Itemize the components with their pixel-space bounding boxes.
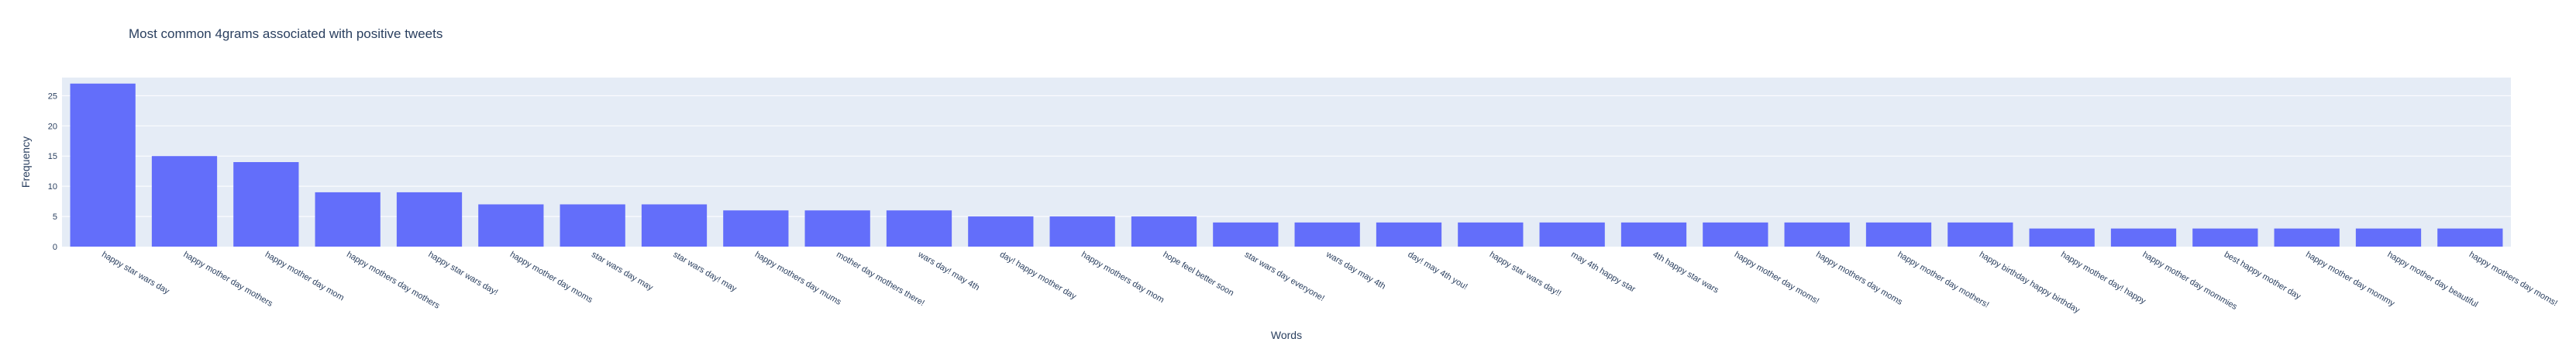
x-tick-label: star wars day! may — [672, 250, 739, 294]
bar[interactable] — [2274, 228, 2340, 247]
plot-background — [62, 78, 2511, 247]
x-ticks: happy star wars day happy mother day moth… — [100, 250, 2559, 316]
bar[interactable] — [886, 210, 952, 247]
bar[interactable] — [1049, 216, 1115, 247]
chart-title: Most common 4grams associated with posit… — [129, 26, 443, 41]
bar[interactable] — [233, 162, 299, 247]
x-tick-label: happy mother day mothers! — [1896, 250, 1991, 309]
x-tick-label: hope feel better soon — [1162, 250, 1236, 298]
y-axis-label: Frequency — [19, 136, 32, 188]
x-tick-label: happy mother day mom — [263, 250, 346, 302]
bar[interactable] — [2437, 228, 2503, 247]
bar[interactable] — [1376, 222, 1442, 247]
x-tick-label: happy mother day! happy — [2059, 250, 2147, 306]
x-tick-label: day! happy mother day — [998, 250, 1078, 302]
x-tick-label: mother day mothers there! — [835, 250, 926, 308]
x-tick-label: happy mother day moms — [508, 250, 594, 305]
bar[interactable] — [560, 204, 625, 247]
x-tick-label: happy mother day mothers — [182, 250, 275, 309]
bar[interactable] — [1784, 222, 1850, 247]
bar[interactable] — [315, 192, 381, 247]
bar[interactable] — [968, 216, 1034, 247]
x-tick-label: happy star wars day! — [427, 250, 500, 297]
bar[interactable] — [2110, 228, 2177, 247]
y-tick-label: 15 — [48, 152, 57, 161]
x-tick-label: happy mothers day mothers — [345, 250, 442, 311]
x-tick-label: star wars day everyone! — [1243, 250, 1326, 303]
y-tick-label: 20 — [48, 122, 57, 131]
x-tick-label: day! may 4th you! — [1407, 250, 1469, 292]
bar[interactable] — [2192, 228, 2258, 247]
bar[interactable] — [1213, 222, 1279, 247]
bar[interactable] — [478, 204, 544, 247]
bar[interactable] — [70, 83, 136, 247]
x-tick-label: happy mother day mommy — [2304, 250, 2396, 309]
y-tick-label: 5 — [53, 213, 57, 222]
bar[interactable] — [1947, 222, 2013, 247]
bar[interactable] — [2355, 228, 2422, 247]
x-tick-label: star wars day may — [590, 250, 655, 292]
bar[interactable] — [1294, 222, 1360, 247]
y-tick-label: 25 — [48, 92, 57, 101]
x-tick-label: happy mothers day mom — [1080, 250, 1166, 305]
x-tick-label: happy mothers day moms! — [2468, 250, 2559, 308]
bar[interactable] — [396, 192, 463, 247]
x-axis-label: Words — [1271, 329, 1302, 341]
x-tick-label: happy mother day beautiful — [2386, 250, 2480, 309]
x-tick-label: wars day may 4th — [1324, 250, 1387, 292]
x-tick-label: happy star wars day — [100, 250, 171, 296]
bar[interactable] — [1620, 222, 1687, 247]
bars — [70, 83, 2503, 247]
x-tick-label: 4th happy star wars — [1651, 250, 1721, 295]
y-ticks: 0 5 10 15 20 25 — [48, 92, 57, 252]
bar[interactable] — [1458, 222, 1524, 247]
bar[interactable] — [2029, 228, 2095, 247]
y-tick-label: 10 — [48, 182, 57, 192]
x-tick-label: happy mothers day mums — [753, 250, 843, 307]
x-tick-label: happy mothers day moms — [1814, 250, 1904, 307]
y-tick-label: 0 — [53, 243, 57, 252]
bar[interactable] — [641, 204, 708, 247]
bar[interactable] — [804, 210, 870, 247]
bar[interactable] — [1703, 222, 1768, 247]
bar[interactable] — [723, 210, 789, 247]
x-tick-label: happy mother day mommies — [2141, 250, 2240, 312]
x-tick-label: happy star wars day!! — [1488, 250, 1563, 299]
x-tick-label: best happy mother day — [2223, 250, 2302, 302]
bar[interactable] — [151, 156, 218, 247]
x-tick-label: wars day! may 4th — [916, 250, 981, 293]
bar[interactable] — [1865, 222, 1932, 247]
x-tick-label: may 4th happy star — [1569, 250, 1637, 294]
gridlines — [62, 95, 2511, 217]
bar[interactable] — [1131, 216, 1197, 247]
x-tick-label: happy mother day moms! — [1733, 250, 1820, 306]
bar[interactable] — [1539, 222, 1605, 247]
